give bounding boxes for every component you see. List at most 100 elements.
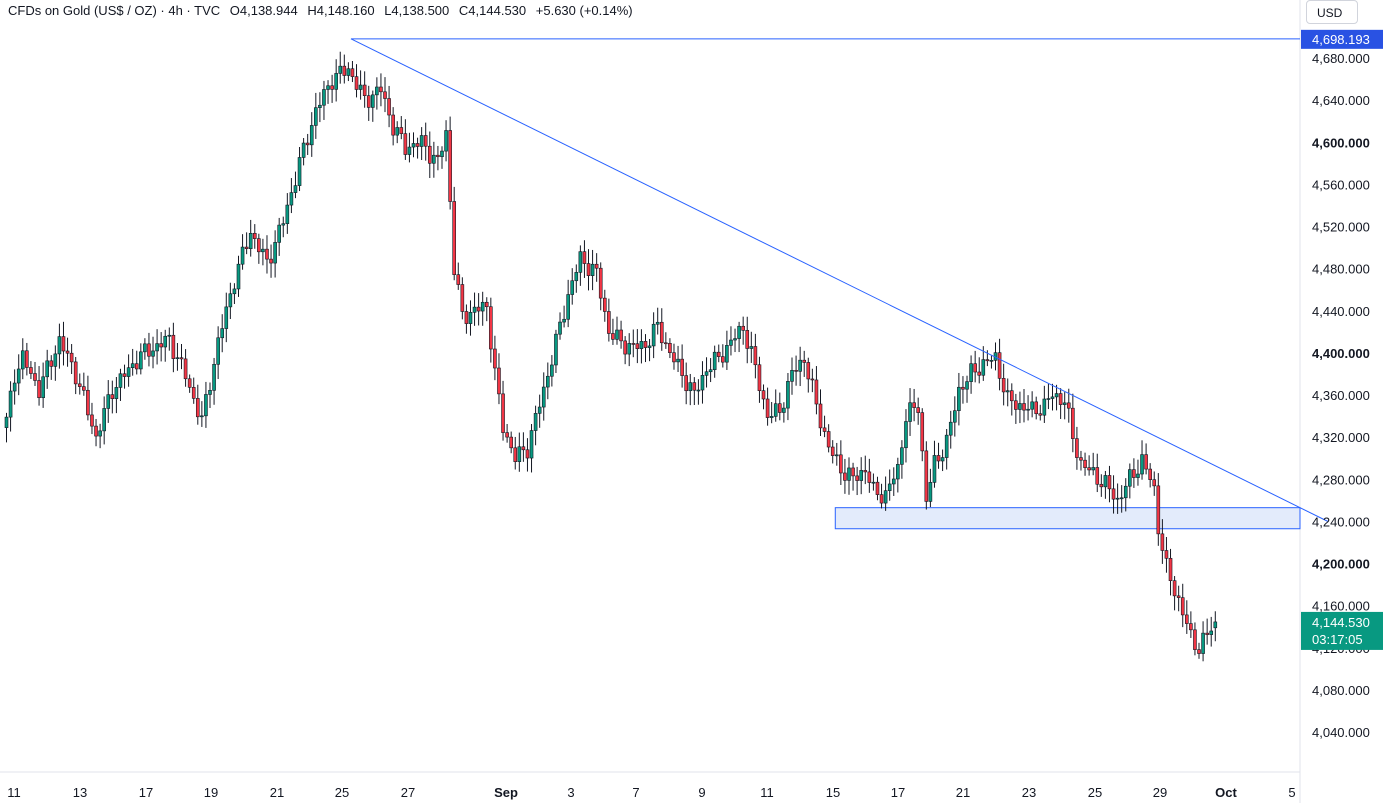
candle-body [342,65,347,76]
candle-body [904,421,908,449]
candle-body [151,350,155,357]
candle-body [602,297,607,312]
candle-body [183,358,188,380]
candle-body [554,333,558,366]
candle-body [948,421,953,436]
currency-button[interactable]: USD [1306,0,1358,24]
x-tick-label: 19 [204,785,218,800]
candle-body [513,447,518,462]
candle-body [969,363,973,382]
candle-body [867,471,872,483]
symbol-title[interactable]: CFDs on Gold (US$ / OZ) · 4h · TVC [8,3,221,18]
candle-body [236,263,241,290]
candle-body [908,402,912,422]
candle-body [623,340,627,355]
candle-body [399,127,404,134]
candle-body [655,321,660,325]
candle-body [900,447,904,465]
candle-body [1197,649,1201,654]
candle-body [86,389,90,416]
candle-body [782,407,786,413]
candle-body [704,371,709,376]
candle-body [1099,483,1104,488]
candle-body [118,373,123,388]
x-tick-label: 29 [1153,785,1167,800]
candle-body [924,450,929,502]
candle-body [639,341,644,349]
y-tick-label: 4,640.000 [1312,93,1370,108]
candle-body [391,114,395,136]
candle-body [790,370,794,382]
candle-body [525,449,530,459]
candle-body [228,293,233,308]
candle-body [301,142,306,158]
candle-body [82,386,86,391]
candle-body [826,431,831,448]
candle-body [1205,632,1209,635]
candle-body [297,157,302,186]
candle-body [244,246,249,249]
candle-body [29,367,33,374]
candle-body [1144,454,1148,470]
candle-body [25,350,29,368]
candle-body [541,386,546,408]
candle-body [1091,467,1095,471]
y-tick-label: 4,320.000 [1312,430,1370,445]
candle-body [456,274,461,285]
candle-body [1132,469,1136,478]
candle-body [1185,614,1189,624]
candle-body [476,306,481,312]
ohlc-low: L4,138.500 [384,3,450,18]
candle-body [8,390,13,418]
candle-body [269,258,273,264]
candle-body [1136,473,1140,478]
candle-body [798,359,802,372]
candle-body [4,416,9,428]
candle-body [1066,402,1071,409]
candle-body [1189,623,1193,631]
candle-body [273,242,277,264]
candle-body [440,150,444,158]
candle-body [712,351,717,371]
candle-body [159,343,163,348]
candle-body [611,333,615,340]
y-tick-label: 4,440.000 [1312,304,1370,319]
candle-body [928,482,933,502]
candle-body [920,412,925,452]
candle-body [651,323,656,347]
candle-body [122,373,127,377]
candle-body [957,386,961,411]
candle-body [1050,396,1055,399]
candle-body [810,378,815,381]
candle-body [786,381,790,409]
candle-body [558,321,562,335]
candle-body [110,394,115,399]
candle-body [167,334,172,337]
y-tick-label: 4,520.000 [1312,220,1370,235]
candle-body [305,142,310,146]
candle-body [1005,390,1010,393]
candle-body [484,301,489,308]
candle-body [1180,597,1185,616]
ohlc-high: H4,148.160 [307,3,375,18]
x-tick-label: 13 [73,785,87,800]
candle-body [619,329,623,342]
candle-body [1001,378,1006,393]
candle-body [403,133,408,155]
candle-body [277,224,281,243]
candle-body [285,204,290,224]
candle-body [668,343,672,353]
candle-body [761,390,766,400]
x-axis: 11 13 17 19 21 25 27 Sep 3 7 9 11 15 17 21 23 25 29 Oct 5 [7,785,1295,800]
candle-body [944,434,949,458]
candle-body [627,343,632,355]
candle-body [953,410,957,423]
candle-body [375,86,379,96]
candle-body [672,352,676,363]
candle-body [631,343,636,345]
candle-body [773,403,778,417]
y-tick-label: 4,560.000 [1312,177,1370,192]
candle-body [1030,401,1034,410]
high-price-label: 4,698.193 [1312,32,1370,47]
